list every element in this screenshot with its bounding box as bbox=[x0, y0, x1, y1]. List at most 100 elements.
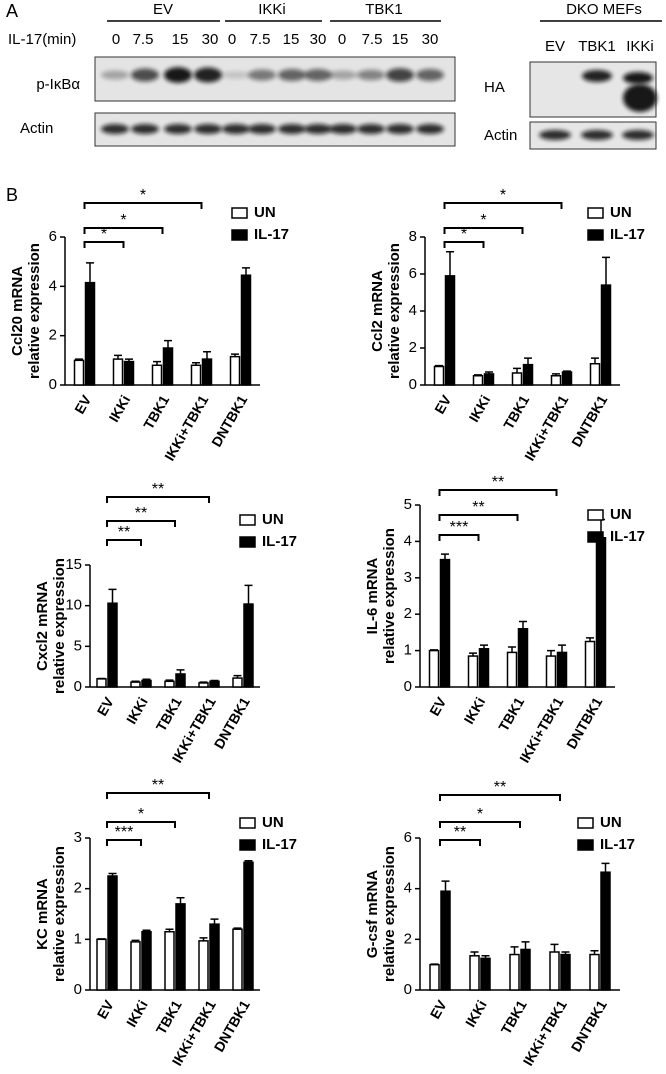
blot-left: EV IKKi TBK1 IL-17(min) p-IκBα Actin 0 7.… bbox=[8, 1, 456, 147]
bar bbox=[467, 655, 479, 688]
y-tick-label: 3 bbox=[404, 569, 412, 586]
band bbox=[304, 124, 332, 134]
y-axis-label: Cxcl2 mRNA bbox=[34, 581, 51, 671]
bar bbox=[472, 375, 484, 386]
error-bar bbox=[590, 949, 599, 955]
y-axis-label: IL-6 mRNA bbox=[364, 557, 381, 634]
error-bar bbox=[602, 256, 610, 286]
time-tick: 15 bbox=[283, 31, 300, 48]
error-bar bbox=[131, 939, 140, 942]
legend-swatch bbox=[239, 536, 256, 548]
bar bbox=[506, 651, 518, 688]
error-bar bbox=[242, 267, 250, 276]
band bbox=[304, 69, 332, 81]
error-bar bbox=[131, 680, 140, 683]
time-tick: 30 bbox=[310, 31, 327, 48]
band bbox=[623, 84, 657, 112]
legend-label: UN bbox=[610, 506, 632, 523]
time-tick: 7.5 bbox=[133, 31, 154, 48]
error-bar bbox=[561, 951, 570, 955]
error-bar bbox=[485, 371, 493, 374]
bar bbox=[141, 930, 152, 991]
bar bbox=[209, 680, 220, 688]
significance-label: * bbox=[140, 187, 146, 204]
significance-label: ** bbox=[118, 524, 130, 541]
x-tick-label: IKKi bbox=[460, 694, 488, 726]
y-tick-label: 8 bbox=[409, 228, 417, 245]
y-tick-label: 2 bbox=[404, 930, 412, 947]
error-bar bbox=[513, 367, 521, 373]
bar bbox=[440, 890, 451, 991]
bar bbox=[600, 871, 611, 991]
y-axis-label: relative expression bbox=[386, 243, 403, 379]
error-bar bbox=[210, 918, 219, 925]
error-bar bbox=[176, 897, 185, 904]
error-bar bbox=[114, 354, 122, 360]
y-tick-label: 0 bbox=[409, 376, 417, 393]
error-bar bbox=[203, 350, 211, 360]
chart: 0 1 2 3 4 5 IL-6 mRNA relative expression EV IKKi… bbox=[364, 474, 645, 765]
y-tick-label: 6 bbox=[409, 265, 417, 282]
time-tick: 0 bbox=[112, 31, 120, 48]
legend-swatch bbox=[577, 839, 594, 851]
legend-swatch bbox=[231, 229, 248, 241]
y-tick-label: 6 bbox=[404, 829, 412, 846]
group-label: IKKi bbox=[258, 1, 286, 18]
legend-label: IL-17 bbox=[610, 528, 645, 545]
legend-swatch bbox=[587, 229, 604, 241]
panel-label: B bbox=[6, 185, 18, 205]
error-bar bbox=[142, 678, 151, 681]
significance-label: ** bbox=[492, 474, 504, 491]
significance-label: ** bbox=[494, 779, 506, 796]
y-tick-label: 2 bbox=[74, 880, 82, 897]
bar bbox=[550, 375, 562, 386]
bar bbox=[469, 955, 480, 991]
row-label: HA bbox=[484, 79, 505, 96]
significance-bracket bbox=[438, 534, 480, 541]
legend-swatch bbox=[239, 817, 256, 829]
lane-label: IKKi bbox=[626, 38, 654, 55]
bar bbox=[480, 957, 491, 991]
error-bar bbox=[558, 644, 566, 653]
significance-bracket bbox=[83, 241, 125, 248]
significance-label: ** bbox=[152, 777, 164, 794]
bar bbox=[428, 649, 440, 688]
error-bar bbox=[441, 553, 449, 560]
error-bar bbox=[165, 679, 174, 682]
time-label: IL-17(min) bbox=[8, 31, 76, 48]
row-label: p-IκBα bbox=[36, 76, 80, 93]
bar bbox=[509, 953, 520, 991]
band bbox=[101, 124, 129, 134]
error-bar bbox=[142, 929, 151, 932]
x-tick-label: TBK1 bbox=[495, 694, 527, 734]
error-bar bbox=[153, 360, 161, 366]
time-tick: 0 bbox=[228, 31, 236, 48]
y-axis-label: Ccl2 mRNA bbox=[369, 270, 386, 352]
band bbox=[222, 124, 250, 134]
significance-label: * bbox=[480, 212, 486, 229]
blot-right: DKO MEFs EV TBK1 IKKi HA Actin bbox=[484, 1, 662, 150]
legend-label: UN bbox=[610, 204, 632, 221]
x-tick-label: DNTBK1 bbox=[208, 392, 250, 449]
x-tick-label: DNTBK1 bbox=[568, 392, 610, 449]
bar bbox=[229, 355, 241, 386]
error-bar bbox=[430, 649, 438, 651]
bar bbox=[520, 948, 531, 991]
lane-label: EV bbox=[545, 38, 565, 55]
legend-swatch bbox=[587, 531, 604, 543]
bar bbox=[130, 941, 141, 991]
y-axis-label: relative expression bbox=[381, 528, 398, 664]
bar bbox=[112, 358, 124, 386]
band bbox=[386, 124, 414, 134]
blot-header: DKO MEFs bbox=[566, 1, 642, 18]
significance-bracket bbox=[438, 489, 558, 496]
legend-label: IL-17 bbox=[610, 226, 645, 243]
row-label: Actin bbox=[484, 127, 517, 144]
panel-label: A bbox=[6, 1, 18, 21]
significance-bracket bbox=[83, 202, 203, 209]
legend-label: UN bbox=[254, 204, 276, 221]
bar bbox=[190, 364, 202, 386]
bar bbox=[164, 930, 175, 991]
error-bar bbox=[547, 649, 555, 657]
band bbox=[131, 124, 159, 134]
